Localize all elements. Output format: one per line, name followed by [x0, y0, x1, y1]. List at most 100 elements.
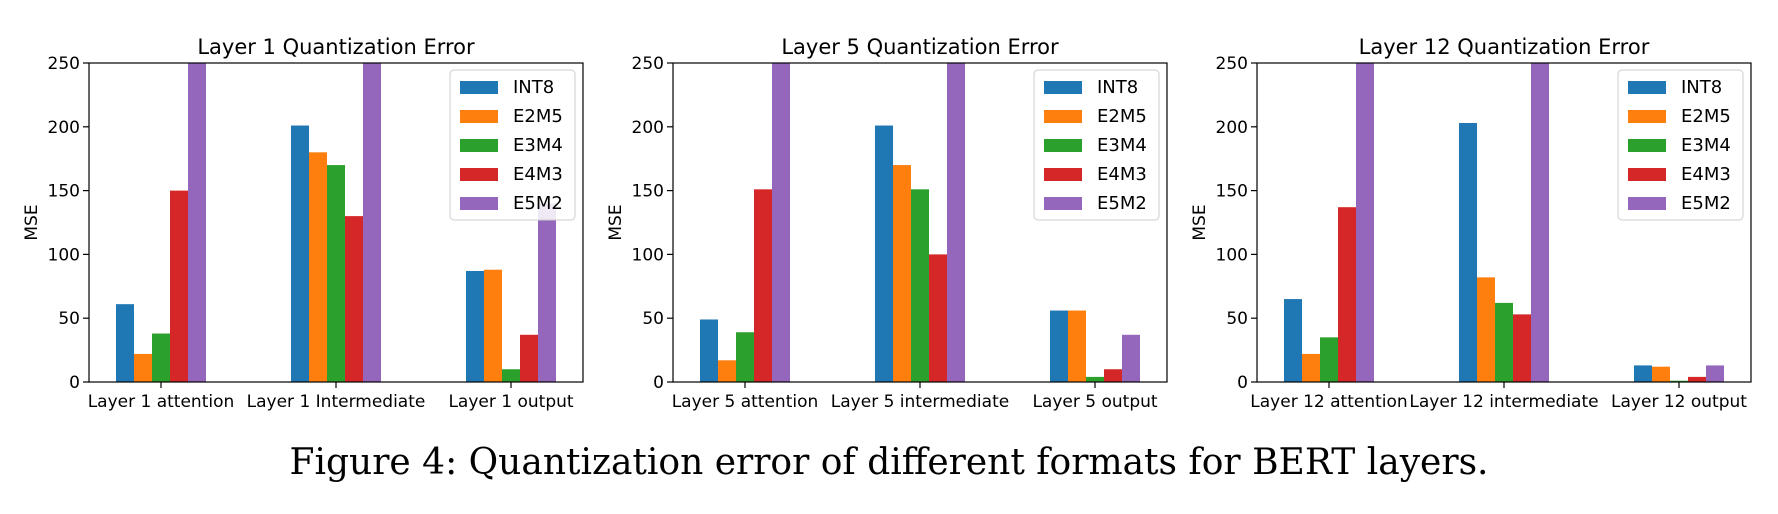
bar-e5m2-3: [538, 203, 556, 382]
bar-e4m3-3: [520, 334, 538, 382]
y-tick-label: 50: [1226, 309, 1248, 329]
bar-int8-2: [875, 125, 893, 382]
charts-figure: 0 50 100 150 200 250 Layer 1 attention Layer 1 …: [22, 35, 1752, 412]
legend-label-int8: INT8: [513, 77, 554, 98]
chart-title: Layer 1 Quantization Error: [197, 35, 475, 59]
bar-e5m2-1: [188, 63, 206, 382]
bar-int8-1: [700, 319, 718, 382]
legend-swatch-e4m3: [460, 168, 498, 181]
bar-e4m3-2: [929, 254, 947, 382]
legend-swatch-int8: [460, 81, 498, 94]
bars-group: [116, 63, 556, 382]
bar-e4m3-2: [1513, 314, 1531, 382]
y-tick-label: 0: [69, 373, 80, 393]
bar-e3m4-1: [736, 332, 754, 382]
y-tick-label: 250: [632, 54, 664, 74]
y-tick-label: 250: [1216, 54, 1248, 74]
y-tick-label: 100: [632, 245, 664, 265]
y-tick-label: 200: [632, 118, 664, 138]
legend-label-e3m4: E3M4: [1681, 135, 1731, 156]
y-axis-label: MSE: [22, 204, 42, 240]
bar-e4m3-1: [170, 190, 188, 382]
bar-e2m5-2: [309, 152, 327, 382]
legend-label-e3m4: E3M4: [513, 135, 563, 156]
legend-label-e5m2: E5M2: [513, 193, 563, 214]
legend-swatch-e5m2: [460, 197, 498, 210]
bar-e2m5-3: [1652, 366, 1670, 382]
y-tick-label: 250: [48, 54, 80, 74]
chart-title: Layer 12 Quantization Error: [1359, 35, 1650, 59]
x-tick-label: Layer 12 output: [1611, 392, 1747, 412]
bar-e2m5-1: [134, 353, 152, 382]
legend-swatch-e3m4: [460, 139, 498, 152]
y-tick-label: 150: [632, 182, 664, 202]
legend-label-e2m5: E2M5: [513, 106, 563, 127]
legend-label-e4m3: E4M3: [1097, 164, 1147, 185]
bar-e2m5-2: [1477, 277, 1495, 382]
bars-group: [1284, 63, 1724, 382]
bar-e3m4-3: [1086, 376, 1104, 382]
bar-e3m4-1: [152, 333, 170, 382]
y-tick-label: 100: [48, 245, 80, 265]
bar-e5m2-1: [772, 63, 790, 382]
bar-int8-2: [291, 125, 309, 382]
bar-e5m2-2: [947, 63, 965, 382]
bar-e3m4-3: [1670, 380, 1688, 382]
bar-e4m3-2: [345, 216, 363, 382]
bar-e3m4-2: [1495, 302, 1513, 382]
y-tick-label: 100: [1216, 245, 1248, 265]
bar-int8-3: [466, 270, 484, 382]
y-tick-label: 200: [1216, 118, 1248, 138]
bar-e5m2-3: [1122, 334, 1140, 382]
legend-label-e5m2: E5M2: [1681, 193, 1731, 214]
bar-e5m2-2: [1531, 63, 1549, 382]
legend-box: [449, 69, 576, 221]
legend-swatch-int8: [1044, 81, 1082, 94]
y-tick-label: 150: [48, 182, 80, 202]
bar-e2m5-2: [893, 165, 911, 382]
bar-e5m2-2: [363, 63, 381, 382]
bar-e3m4-2: [911, 189, 929, 382]
bar-e5m2-3: [1706, 365, 1724, 382]
bar-e2m5-3: [1068, 310, 1086, 382]
bar-int8-3: [1050, 310, 1068, 382]
legend-swatch-e3m4: [1044, 139, 1082, 152]
bar-e4m3-3: [1104, 369, 1122, 382]
bar-int8-2: [1459, 122, 1477, 382]
x-tick-label: Layer 5 attention: [672, 392, 819, 412]
x-tick-label: Layer 5 intermediate: [831, 392, 1009, 412]
legend-swatch-e2m5: [1044, 110, 1082, 123]
legend-label-e5m2: E5M2: [1097, 193, 1147, 214]
y-tick-label: 200: [48, 118, 80, 138]
legend-label-e3m4: E3M4: [1097, 135, 1147, 156]
bar-int8-3: [1634, 365, 1652, 382]
bar-e5m2-1: [1356, 63, 1374, 382]
y-tick-label: 0: [653, 373, 664, 393]
x-tick-label: Layer 12 intermediate: [1409, 392, 1598, 412]
x-tick-label: Layer 1 output: [448, 392, 573, 412]
legend: INT8 E2M5 E3M4 E4M3 E5M2: [449, 69, 576, 221]
legend-swatch-e5m2: [1044, 197, 1082, 210]
figure-caption: Figure 4: Quantization error of differen…: [289, 442, 1489, 483]
legend: INT8 E2M5 E3M4 E4M3 E5M2: [1033, 69, 1160, 221]
legend-swatch-e4m3: [1628, 168, 1666, 181]
legend-swatch-e4m3: [1044, 168, 1082, 181]
chart-panel-2: 0 50 100 150 200 250 Layer 5 attention Layer 5 …: [606, 35, 1168, 412]
y-tick-label: 50: [58, 309, 80, 329]
chart-title: Layer 5 Quantization Error: [781, 35, 1059, 59]
legend-swatch-e2m5: [1628, 110, 1666, 123]
legend-swatch-e2m5: [460, 110, 498, 123]
bar-e3m4-1: [1320, 337, 1338, 382]
x-tick-label: Layer 5 output: [1032, 392, 1157, 412]
bar-e4m3-1: [754, 189, 772, 382]
x-tick-label: Layer 12 attention: [1250, 392, 1407, 412]
bar-int8-1: [1284, 299, 1302, 382]
bars-group: [700, 63, 1140, 382]
y-axis-label: MSE: [1190, 204, 1210, 240]
legend-label-int8: INT8: [1097, 77, 1138, 98]
legend-label-e4m3: E4M3: [1681, 164, 1731, 185]
legend-swatch-int8: [1628, 81, 1666, 94]
legend-label-int8: INT8: [1681, 77, 1722, 98]
bar-e4m3-3: [1688, 376, 1706, 382]
